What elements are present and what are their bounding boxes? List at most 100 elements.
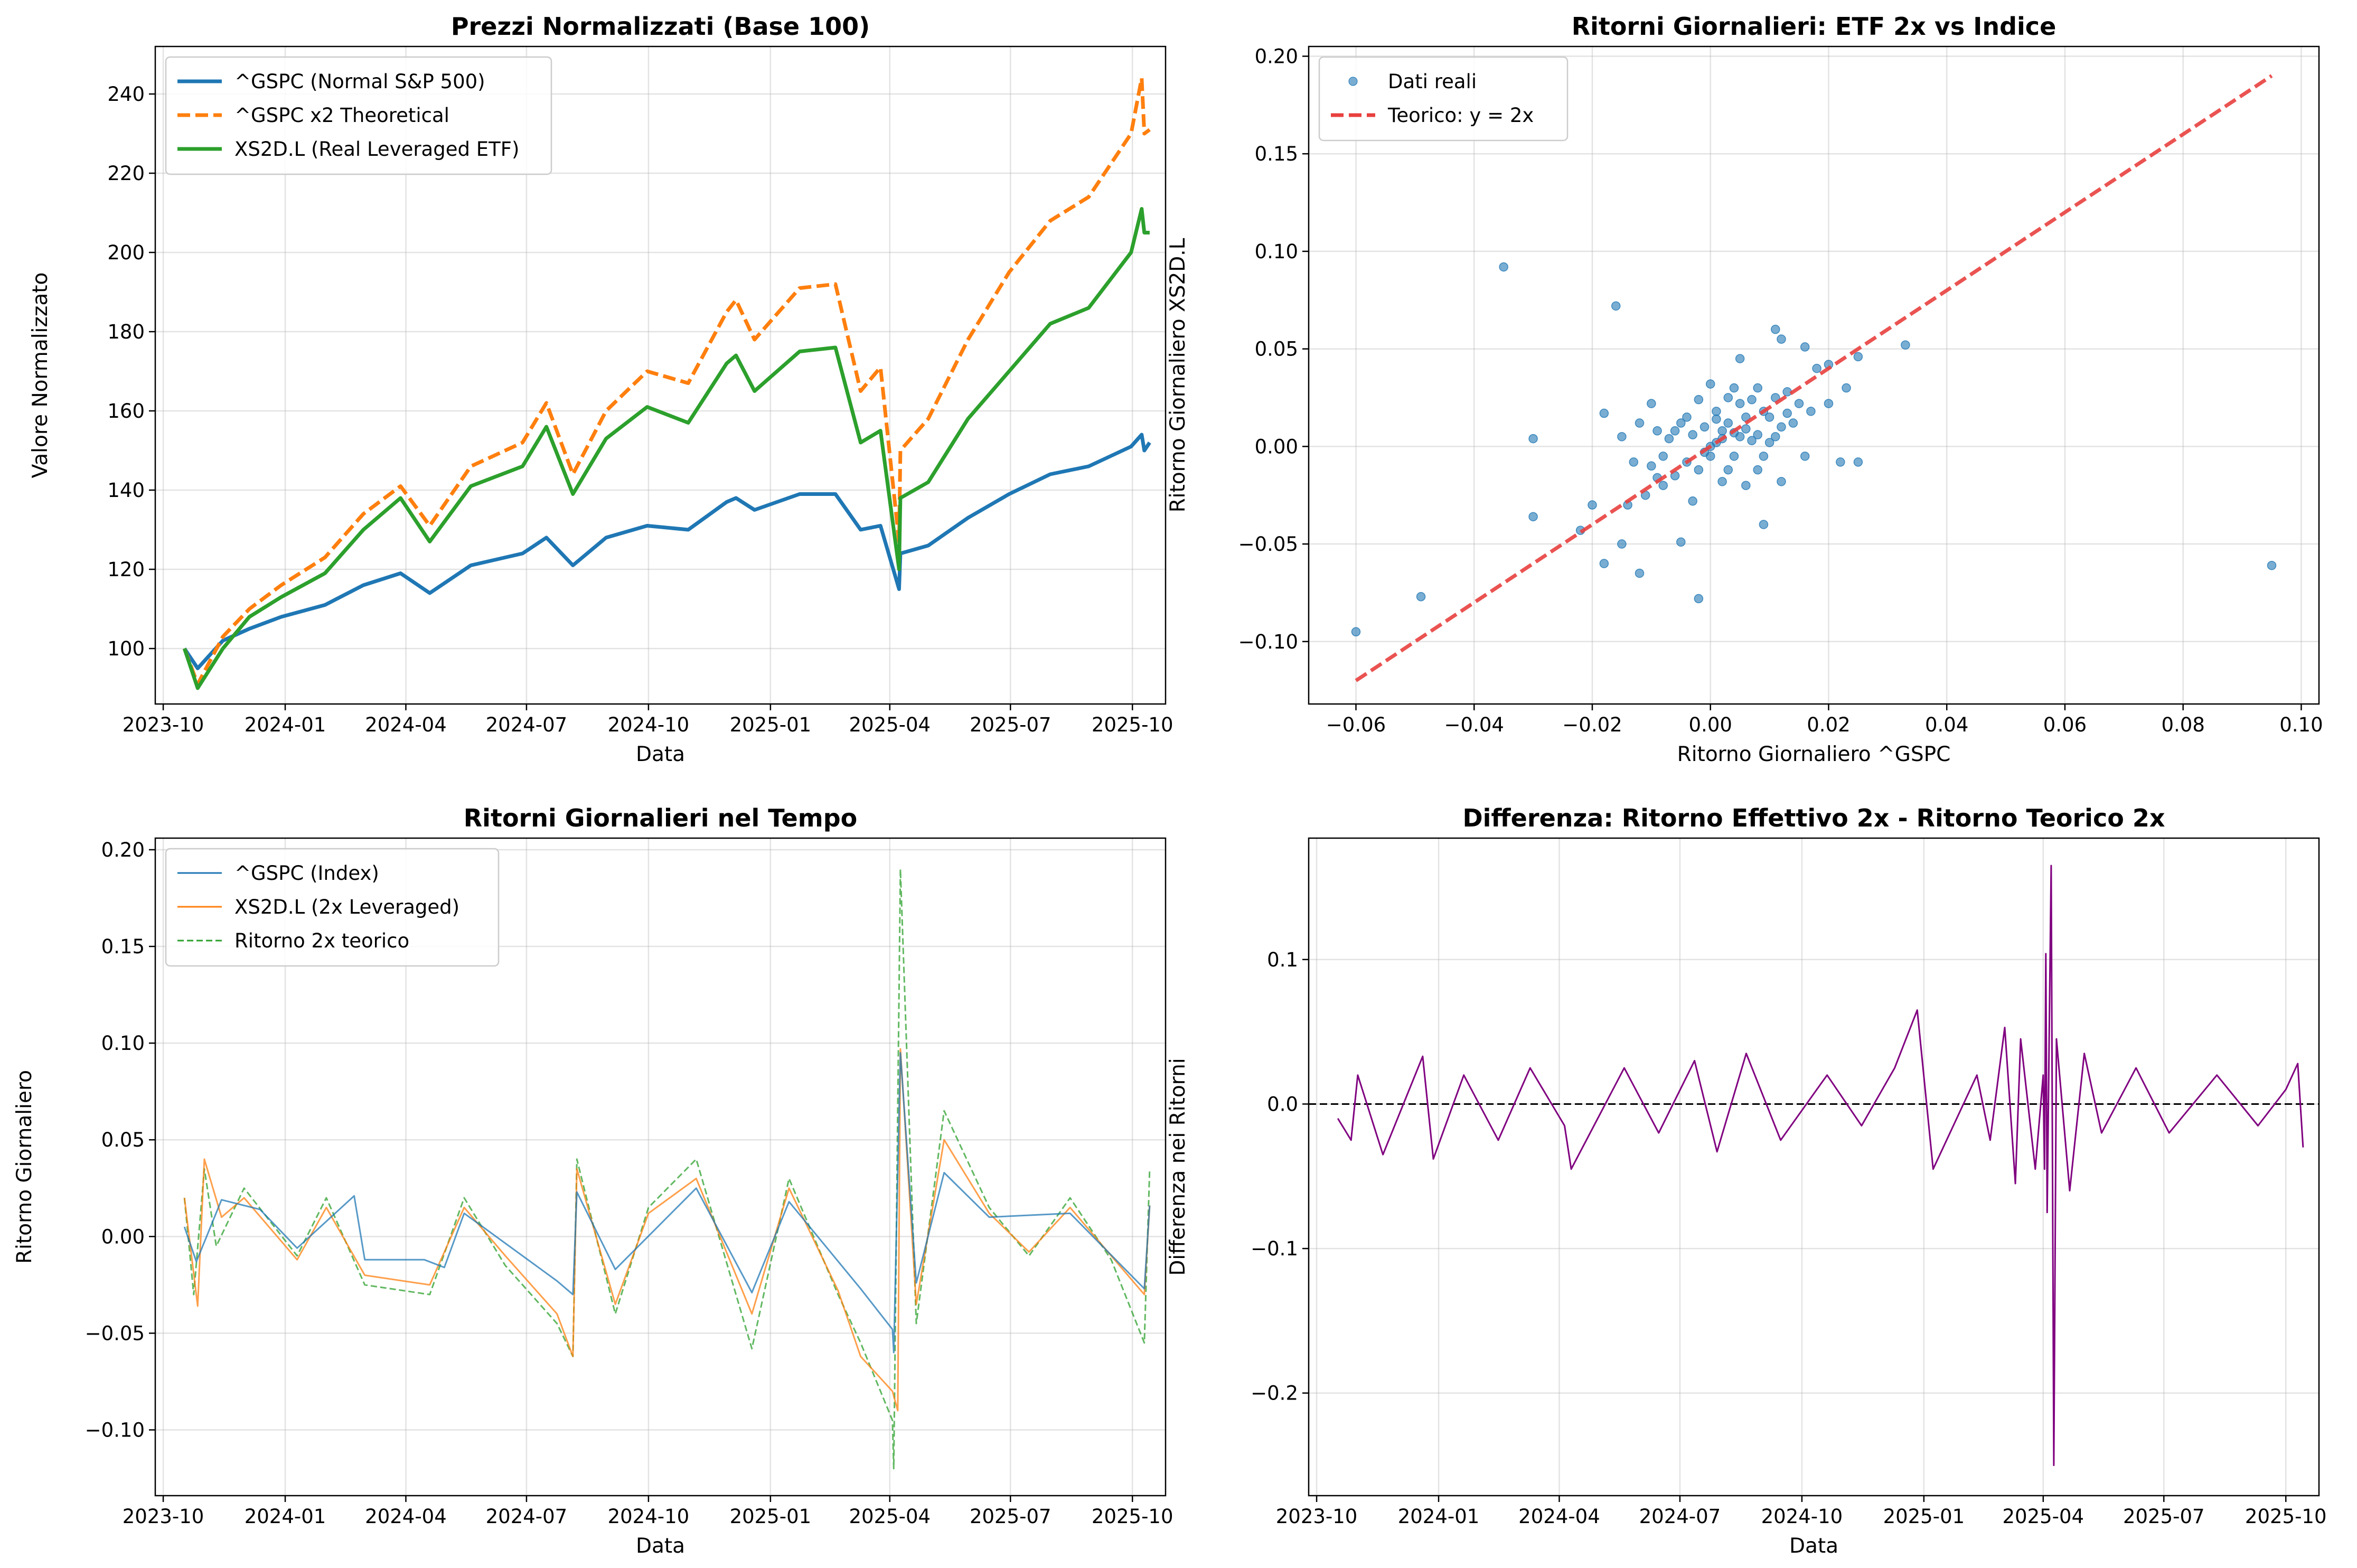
y-tick-label: 140 [107, 479, 145, 502]
x-axis-label: Data [636, 743, 685, 766]
scatter-point [1617, 539, 1627, 549]
x-axis-label: Data [636, 1534, 685, 1558]
series-gspc-index-line [183, 1052, 1151, 1354]
x-tick-label: 2025-01 [730, 713, 812, 736]
scatter-point [1901, 340, 1910, 350]
y-tick-label: 0.1 [1267, 949, 1298, 971]
scatter-point [1747, 436, 1757, 446]
series-xs2d-l-real-leveraged-etf-line [182, 207, 1150, 690]
y-tick-label: 240 [107, 83, 145, 106]
scatter-point [1599, 408, 1609, 418]
scatter-point [1764, 412, 1774, 422]
x-tick-label: 2024-01 [245, 1505, 326, 1528]
y-tick-label: 0.00 [1255, 435, 1298, 458]
legend-box [1318, 56, 1569, 142]
scatter-point [1599, 559, 1609, 568]
legend-label: ^GSPC (Normal S&P 500) [234, 70, 485, 93]
scatter-point [1753, 383, 1762, 393]
scatter-point [1777, 477, 1786, 486]
scatter-point [1794, 399, 1804, 408]
x-axis-label: Ritorno Giornaliero ^GSPC [1677, 743, 1951, 766]
scatter-point [1800, 342, 1810, 352]
scatter-point [1764, 438, 1774, 447]
scatter-point [1712, 407, 1721, 416]
y-tick-label: 0.15 [101, 935, 145, 958]
scatter-point [1753, 430, 1762, 439]
legend: ^GSPC (Normal S&P 500) ^GSPC x2 Theoretic… [165, 56, 552, 175]
legend-box [165, 848, 500, 967]
y-tick-label: 220 [107, 162, 145, 185]
scatter-point [1782, 408, 1792, 418]
y-tick-label: 160 [107, 400, 145, 422]
y-tick-label: −0.10 [85, 1419, 145, 1442]
scatter-point [1741, 424, 1751, 434]
scatter-point [1664, 434, 1674, 444]
scatter-point [1712, 414, 1721, 424]
y-tick-label: 180 [107, 321, 145, 343]
x-tick-label: 2025-01 [730, 1505, 812, 1528]
x-tick-label: 2025-07 [2123, 1505, 2205, 1528]
y-tick-label: −0.05 [1238, 533, 1298, 556]
scatter-point [1658, 481, 1668, 490]
scatter-point [1723, 393, 1733, 402]
scatter-point [1771, 432, 1780, 442]
x-tick-label: 0.02 [1807, 713, 1850, 736]
y-tick-label: 200 [107, 241, 145, 264]
series-teorico-y-2x-line [1355, 74, 2273, 682]
plot-area [182, 76, 1151, 690]
y-tick-label: 0.20 [101, 839, 145, 861]
y-tick-label: 0.20 [1255, 45, 1298, 68]
grid [1309, 46, 2319, 704]
scatter-point [1788, 418, 1798, 428]
scatter-point [1676, 537, 1686, 547]
scatter-point [1717, 477, 1727, 486]
x-tick-label: 0.04 [1925, 713, 1968, 736]
scatter-point [1670, 426, 1680, 436]
scatter-point [1688, 496, 1697, 506]
scatter-point [1836, 457, 1845, 467]
scatter-point [1635, 418, 1645, 428]
scatter-point [1588, 500, 1597, 510]
legend-label: Ritorno 2x teorico [234, 929, 409, 952]
y-tick-label: 0.05 [101, 1129, 145, 1151]
x-tick-label: 2023-10 [1276, 1505, 1358, 1528]
legend-box [165, 56, 552, 175]
series-xs2d-l-2x-leveraged-line [183, 1048, 1151, 1412]
scatter-point [1611, 301, 1621, 311]
legend-label: XS2D.L (Real Leveraged ETF) [234, 138, 519, 161]
y-tick-label: 0.10 [1255, 240, 1298, 263]
x-tick-label: 2024-07 [1639, 1505, 1721, 1528]
x-tick-label: 2024-10 [1761, 1505, 1843, 1528]
scatter-point [1741, 481, 1751, 490]
series-ritorno-2x-teorico-line [183, 868, 1151, 1470]
legend: Dati reali Teorico: y = 2x [1318, 56, 1569, 142]
x-tick-label: −0.02 [1562, 713, 1622, 736]
y-tick-label: 0.05 [1255, 338, 1298, 361]
y-tick-label: −0.2 [1251, 1382, 1298, 1405]
scatter-point [1806, 407, 1816, 416]
scatter-point [1528, 512, 1538, 522]
x-tick-label: 0.06 [2043, 713, 2087, 736]
chart-title: Differenza: Ritorno Effettivo 2x - Ritor… [1462, 804, 2165, 832]
scatter-point [1694, 594, 1704, 604]
x-tick-label: 0.10 [2279, 713, 2323, 736]
scatter-point [1705, 379, 1715, 389]
series-line-line [1337, 865, 2304, 1466]
legend-marker [1348, 77, 1358, 86]
plot-area [183, 868, 1151, 1470]
scatter-point [1682, 412, 1692, 422]
x-tick-label: 2025-07 [970, 1505, 1051, 1528]
plot-area [1337, 865, 2304, 1466]
chart-prices: 2023-10 2024-01 2024-04 2024-07 2024-10 2025-… [29, 12, 1173, 766]
chart-title: Ritorni Giornalieri: ETF 2x vs Indice [1572, 12, 2056, 41]
scatter-point [1617, 432, 1627, 442]
scatter-point [1759, 452, 1769, 461]
legend: ^GSPC (Index) XS2D.L (2x Leveraged) Ritorn… [165, 848, 500, 967]
chart-title: Prezzi Normalizzati (Base 100) [451, 12, 870, 41]
scatter-point [1747, 395, 1757, 405]
y-tick-label: −0.10 [1238, 631, 1298, 653]
y-tick-label: −0.05 [85, 1322, 145, 1345]
x-tick-label: 2025-04 [849, 1505, 931, 1528]
y-tick-label: 100 [107, 637, 145, 660]
y-axis-label: Ritorno Giornaliero XS2D.L [1166, 238, 1190, 512]
